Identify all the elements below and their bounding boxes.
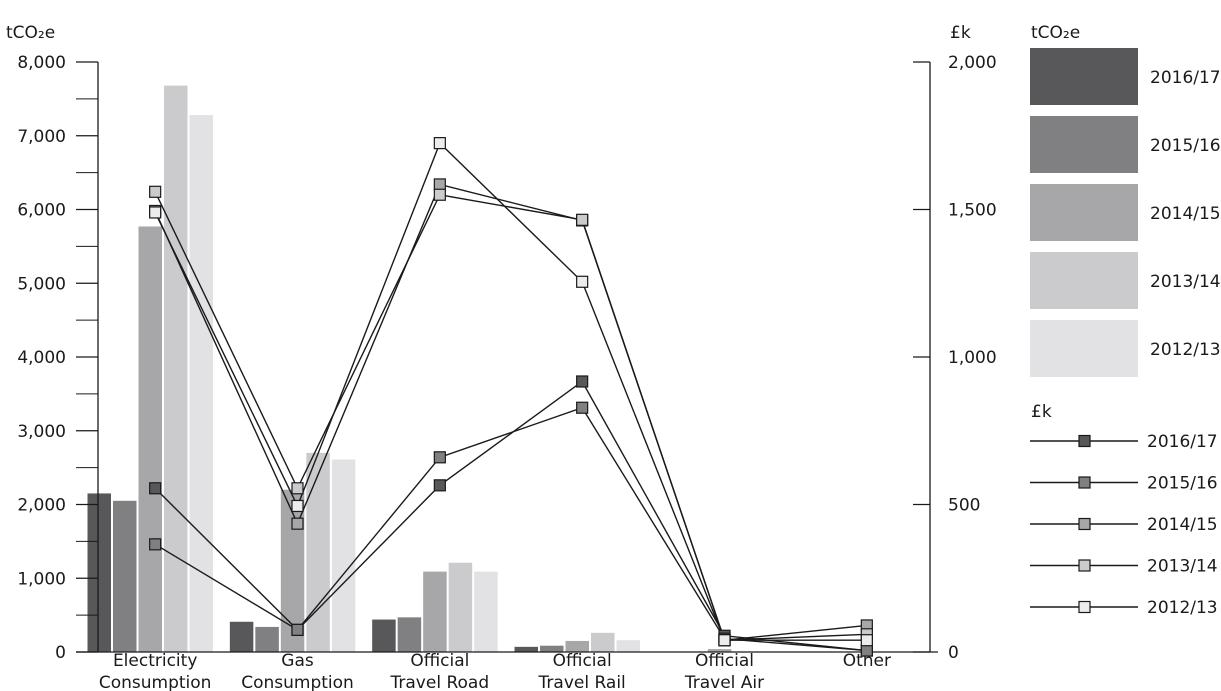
right-tick-label: 0: [948, 643, 959, 663]
line-marker: [718, 634, 731, 647]
line-marker: [291, 517, 304, 530]
bar: [280, 489, 305, 652]
series-line: [154, 141, 867, 641]
legend-line-label: 2016/17: [1147, 432, 1218, 452]
line-marker: [433, 188, 446, 201]
bar: [474, 571, 498, 652]
series-line: [154, 191, 867, 641]
left-tick-label: 1,000: [17, 569, 66, 589]
line-marker: [149, 482, 162, 495]
left-tick-label: 8,000: [17, 53, 66, 73]
category-label: Consumption: [241, 673, 354, 691]
legend-bar-label: 2015/16: [1150, 136, 1221, 156]
line-marker: [291, 482, 304, 495]
line-marker: [433, 479, 446, 492]
line-marker: [149, 206, 162, 219]
bar: [113, 500, 137, 652]
right-tick-label: 1,500: [948, 201, 997, 221]
bar: [423, 571, 447, 652]
line-marker: [433, 451, 446, 464]
legend-bar-swatch: [1030, 252, 1138, 309]
bar: [306, 452, 330, 652]
category-label: Gas: [281, 651, 314, 671]
left-tick-label: 0: [55, 643, 66, 663]
bar: [189, 115, 213, 653]
left-axis-unit: tCO₂e: [6, 23, 55, 43]
bar: [514, 646, 538, 652]
legend-bar-swatch: [1030, 184, 1138, 241]
category-label: Official: [695, 651, 754, 671]
left-tick-label: 2,000: [17, 496, 66, 516]
bar: [87, 493, 111, 652]
bar: [331, 459, 356, 652]
legend-bar-swatch: [1030, 320, 1138, 377]
plot-area: 0 1,000 2,000 3,000 4,000 5,000 6,000 7,000 8,00…: [17, 48, 1221, 691]
line-marker: [433, 178, 446, 191]
legend-line-label: 2015/16: [1147, 474, 1218, 494]
legend-bars-title: tCO₂e: [1031, 23, 1080, 43]
left-tick-label: 4,000: [17, 348, 66, 368]
bar: [707, 649, 732, 652]
legend-bar-label: 2013/14: [1150, 272, 1221, 292]
legend-line-marker: [1078, 559, 1091, 572]
legend-line-marker: [1078, 517, 1091, 531]
legend-line-label: 2013/14: [1147, 557, 1218, 577]
bar: [540, 645, 564, 652]
right-tick-label: 1,000: [948, 348, 997, 368]
legend-line-marker: [1078, 600, 1091, 614]
right-tick-label: 500: [948, 496, 980, 516]
bar: [229, 621, 254, 652]
bar: [255, 626, 279, 652]
line-marker: [860, 644, 873, 657]
legend-line-label: 2014/15: [1147, 515, 1218, 535]
legend-bar-swatch: [1030, 116, 1138, 173]
legend-line-marker: [1078, 476, 1091, 489]
line-marker: [149, 538, 162, 551]
left-tick-label: 6,000: [17, 201, 66, 221]
line-marker: [576, 401, 589, 414]
bar: [372, 619, 396, 652]
bar: [565, 640, 589, 652]
line-marker: [576, 213, 589, 226]
category-label: Official: [553, 651, 612, 671]
category-label: Other: [843, 651, 891, 671]
left-tick-label: 7,000: [17, 127, 66, 147]
line-marker: [860, 634, 873, 647]
line-marker: [576, 375, 589, 388]
left-tick-label: 3,000: [17, 422, 66, 442]
legend-bar-label: 2012/13: [1150, 340, 1221, 360]
left-tick-label: 5,000: [17, 274, 66, 294]
bar: [616, 640, 640, 652]
category-label: Consumption: [99, 673, 212, 691]
series-line: [154, 380, 867, 652]
line-marker: [576, 275, 589, 288]
legend-lines-title: £k: [1031, 402, 1052, 422]
legend-line-marker: [1078, 434, 1091, 448]
bar: [164, 85, 188, 653]
category-label: Electricity: [113, 651, 197, 671]
line-marker: [291, 623, 304, 636]
bar: [448, 562, 473, 652]
legend-bar-label: 2016/17: [1150, 68, 1221, 88]
category-label: Travel Air: [684, 673, 764, 691]
bar: [397, 617, 422, 652]
line-marker: [433, 137, 446, 150]
line-marker: [149, 185, 162, 198]
category-label: Travel Rail: [538, 673, 626, 691]
category-label: Travel Road: [390, 673, 490, 691]
legend-line-label: 2012/13: [1147, 598, 1218, 618]
legend-bar-swatch: [1030, 48, 1138, 105]
line-marker: [291, 499, 304, 513]
bar: [138, 226, 162, 652]
legend-bar-label: 2014/15: [1150, 204, 1221, 224]
right-tick-label: 2,000: [948, 53, 997, 73]
category-label: Official: [410, 651, 469, 671]
series-line: [154, 183, 867, 641]
right-axis-unit: £k: [950, 23, 971, 43]
bar: [591, 632, 615, 652]
